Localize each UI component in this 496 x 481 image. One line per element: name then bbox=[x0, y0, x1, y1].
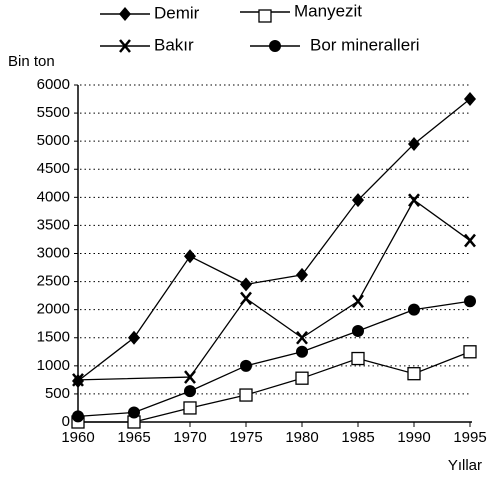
x-tick-label: 1975 bbox=[229, 429, 262, 446]
marker bbox=[240, 291, 252, 306]
y-tick-label: 1500 bbox=[37, 329, 70, 346]
y-tick-label: 4000 bbox=[37, 188, 70, 205]
y-tick-label: 4500 bbox=[37, 160, 70, 177]
marker bbox=[464, 92, 476, 107]
marker bbox=[463, 345, 477, 359]
y-tick-label: 2000 bbox=[37, 301, 70, 318]
x-tick-label: 1960 bbox=[61, 429, 94, 446]
marker bbox=[296, 267, 308, 282]
y-tick-label: 3000 bbox=[37, 244, 70, 261]
marker bbox=[72, 373, 84, 387]
y-tick-label: 1000 bbox=[37, 357, 70, 374]
marker bbox=[464, 295, 476, 308]
marker bbox=[408, 303, 420, 316]
marker bbox=[352, 294, 364, 309]
marker bbox=[407, 367, 421, 381]
marker bbox=[128, 406, 140, 419]
y-tick-label: 0 bbox=[62, 413, 70, 430]
legend-label: Demir bbox=[154, 3, 200, 22]
marker bbox=[408, 193, 420, 207]
legend-marker bbox=[269, 40, 281, 52]
marker bbox=[183, 401, 197, 415]
marker bbox=[240, 277, 252, 292]
y-tick-label: 500 bbox=[45, 385, 70, 402]
x-tick-label: 1980 bbox=[285, 429, 318, 446]
x-axis-label: Yıllar bbox=[448, 457, 482, 474]
marker bbox=[184, 385, 196, 398]
marker bbox=[128, 330, 140, 345]
series-line bbox=[77, 199, 471, 381]
marker bbox=[240, 359, 252, 372]
x-tick-label: 1965 bbox=[117, 429, 150, 446]
series-line bbox=[78, 351, 471, 423]
y-tick-label: 5500 bbox=[37, 104, 70, 121]
x-tick-label: 1970 bbox=[173, 429, 206, 446]
marker bbox=[295, 371, 309, 385]
legend-marker bbox=[119, 39, 131, 53]
marker bbox=[351, 351, 365, 366]
legend-marker bbox=[119, 7, 131, 21]
marker bbox=[239, 388, 253, 402]
y-tick-label: 6000 bbox=[37, 76, 70, 93]
y-axis-label: Bin ton bbox=[8, 53, 55, 70]
y-tick-label: 5000 bbox=[37, 132, 70, 149]
marker bbox=[296, 345, 308, 358]
legend-label: Manyezit bbox=[294, 1, 362, 20]
marker bbox=[72, 410, 84, 423]
marker bbox=[352, 193, 364, 208]
series-line bbox=[77, 98, 471, 382]
x-tick-label: 1995 bbox=[453, 429, 486, 446]
x-tick-label: 1990 bbox=[397, 429, 430, 446]
x-tick-label: 1985 bbox=[341, 429, 374, 446]
marker bbox=[184, 370, 196, 384]
marker bbox=[408, 136, 420, 151]
y-tick-label: 3500 bbox=[37, 216, 70, 233]
series-line bbox=[77, 300, 471, 418]
legend-marker bbox=[258, 9, 272, 23]
legend-label: Bakır bbox=[154, 35, 194, 54]
legend-label: Bor mineralleri bbox=[310, 35, 420, 54]
marker bbox=[464, 233, 476, 248]
marker bbox=[296, 330, 308, 345]
y-tick-label: 2500 bbox=[37, 273, 70, 290]
marker bbox=[184, 249, 196, 264]
marker bbox=[352, 325, 364, 338]
